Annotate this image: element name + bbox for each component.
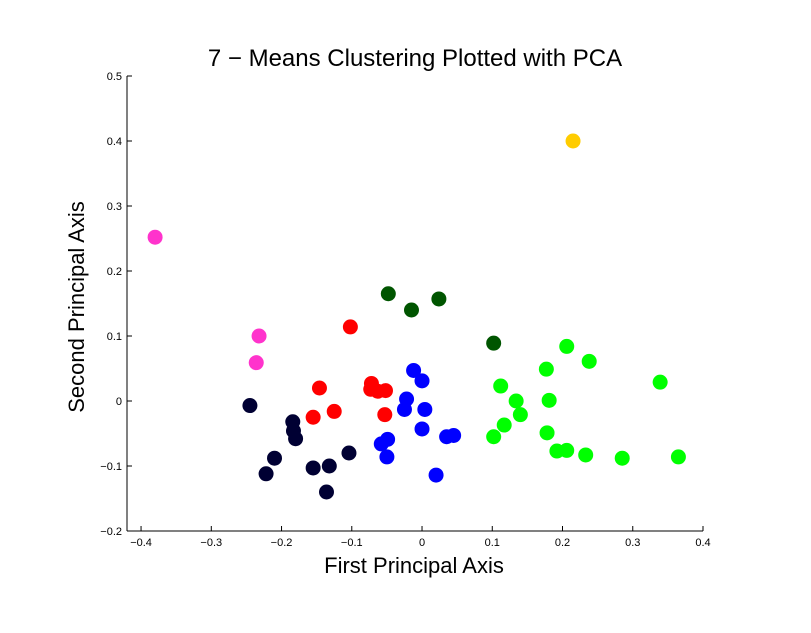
cluster-6-point [341, 445, 357, 461]
cluster-6-point [288, 431, 304, 447]
cluster-6-point [305, 460, 321, 476]
cluster-5-point [414, 421, 430, 437]
cluster-4-point [342, 319, 358, 335]
cluster-3-point [403, 302, 419, 318]
x-tick-label: −0.3 [200, 537, 222, 549]
cluster-7-point [670, 449, 686, 465]
cluster-5-point [417, 401, 433, 417]
y-axis-label: Second Principal Axis [64, 201, 89, 413]
cluster-7-point [559, 442, 575, 458]
y-tick-label: −0.2 [100, 526, 122, 538]
cluster-4-point [326, 403, 342, 419]
x-tick-label: 0.1 [485, 537, 500, 549]
y-tick-label: 0.4 [107, 136, 122, 148]
x-axis-label: First Principal Axis [324, 553, 504, 578]
cluster-4-point [377, 407, 393, 423]
data-points [147, 133, 686, 500]
cluster-7-point [496, 417, 512, 433]
cluster-6-point [267, 450, 283, 466]
cluster-6-point [242, 398, 258, 414]
cluster-7-point [559, 338, 575, 354]
y-tick-label: −0.1 [100, 461, 122, 473]
cluster-4-point [311, 380, 327, 396]
cluster-1-point [565, 133, 581, 149]
y-axis-ticks: −0.2 −0.1 0 0.1 0.2 0.3 0.4 0.5 [100, 71, 132, 538]
cluster-7-point [493, 378, 509, 394]
cluster-5-point [446, 427, 462, 443]
x-tick-label: 0 [419, 537, 425, 549]
cluster-5-point [396, 401, 412, 417]
cluster-2-point [147, 229, 163, 245]
cluster-3-point [380, 286, 396, 302]
cluster-7-point [538, 361, 554, 377]
cluster-7-point [578, 447, 594, 463]
cluster-5-point [379, 449, 395, 465]
cluster-7-point [486, 429, 502, 445]
cluster-7-point [512, 407, 528, 423]
x-tick-label: 0.4 [695, 537, 710, 549]
cluster-7-point [614, 450, 630, 466]
cluster-3-point [486, 335, 502, 351]
x-tick-label: −0.4 [130, 537, 152, 549]
x-tick-label: −0.1 [341, 537, 363, 549]
y-tick-label: 0.1 [107, 331, 122, 343]
cluster-3-point [431, 291, 447, 307]
cluster-7-point [652, 374, 668, 390]
cluster-6-point [321, 458, 337, 474]
cluster-4-point [305, 409, 321, 425]
cluster-5-point [414, 373, 430, 389]
cluster-6-point [318, 484, 334, 500]
x-axis-ticks: −0.4 −0.3 −0.2 −0.1 0 0.1 0.2 0.3 0.4 [130, 526, 711, 549]
cluster-5-point [406, 362, 422, 378]
cluster-5-point [380, 431, 396, 447]
chart-title: 7 − Means Clustering Plotted with PCA [208, 45, 622, 72]
cluster-7-point [508, 393, 524, 409]
y-tick-label: 0.5 [107, 71, 122, 83]
cluster-4-point [377, 383, 393, 399]
cluster-7-point [539, 425, 555, 441]
x-tick-label: 0.2 [555, 537, 570, 549]
cluster-7-point [541, 392, 557, 408]
cluster-5-point [428, 467, 444, 483]
x-tick-label: 0.3 [625, 537, 640, 549]
cluster-2-point [248, 355, 264, 371]
y-tick-label: 0.3 [107, 201, 122, 213]
cluster-2-point [251, 328, 267, 344]
cluster-6-point [258, 466, 274, 482]
x-tick-label: −0.2 [271, 537, 293, 549]
cluster-7-point [581, 353, 597, 369]
y-tick-label: 0.2 [107, 266, 122, 278]
y-tick-label: 0 [116, 396, 122, 408]
